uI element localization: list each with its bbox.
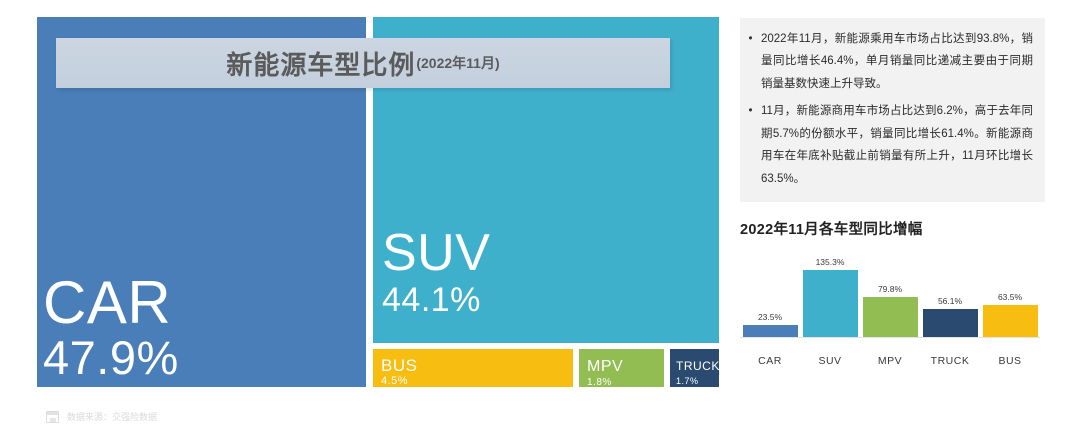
note-item: • 11月，新能源商用车市场占比达到6.2%，高于去年同期5.7%的份额水平，销… <box>746 100 1033 190</box>
bar-chart: 23.5% 135.3% 79.8% 56.1% 63.5% CAR SU <box>740 253 1040 373</box>
bar-column-bus[interactable]: 63.5% <box>980 257 1040 337</box>
bar-category-truck: TRUCK <box>930 354 970 367</box>
treemap-tile-suv-value: 44.1% <box>382 281 481 319</box>
treemap-tile-truck[interactable]: TRUCK 1.7% <box>667 346 722 390</box>
bullet-icon: • <box>748 33 753 45</box>
bar-category-mpv: MPV <box>877 354 903 367</box>
bar-rect-bus[interactable] <box>982 304 1038 337</box>
bar-chart-axis <box>740 336 1040 338</box>
bar-column-truck[interactable]: 56.1% <box>920 257 980 337</box>
treemap-title-banner: 新能源车型比例 (2022年11月) <box>56 38 670 88</box>
bar-value-car: 23.5% <box>757 311 783 322</box>
bar-chart-title: 2022年11月各车型同比增幅 <box>740 221 923 238</box>
note-text: 2022年11月，新能源乘用车市场占比达到93.8%，销量同比增长46.4%，单… <box>761 33 1033 90</box>
treemap-tile-mpv[interactable]: MPV 1.8% <box>576 346 667 390</box>
note-text: 11月，新能源商用车市场占比达到6.2%，高于去年同期5.7%的份额水平，销量同… <box>761 105 1033 185</box>
treemap-tile-truck-value: 1.7% <box>676 376 699 386</box>
bar-value-truck: 56.1% <box>937 295 963 306</box>
treemap-tile-car-label: CAR <box>43 269 172 336</box>
source-label: 数据来源：交强险数据 <box>67 412 158 422</box>
note-item: • 2022年11月，新能源乘用车市场占比达到93.8%，销量同比增长46.4%… <box>746 28 1033 95</box>
treemap-tile-truck-label: TRUCK <box>676 359 720 373</box>
bar-value-mpv: 79.8% <box>877 283 903 294</box>
bar-rect-truck[interactable] <box>922 308 978 337</box>
bar-value-suv: 135.3% <box>815 256 845 267</box>
bar-column-suv[interactable]: 135.3% <box>800 257 860 337</box>
bar-chart-categories: CAR SUV MPV TRUCK BUS <box>740 355 1040 367</box>
notes-box: • 2022年11月，新能源乘用车市场占比达到93.8%，销量同比增长46.4%… <box>740 18 1045 202</box>
bar-chart-bars: 23.5% 135.3% 79.8% 56.1% 63.5% <box>740 257 1040 337</box>
bar-category-suv: SUV <box>818 354 842 367</box>
treemap-tile-suv-label: SUV <box>382 224 491 282</box>
treemap-tile-mpv-value: 1.8% <box>587 377 612 388</box>
treemap-tile-bus-value: 4.5% <box>381 375 409 387</box>
calendar-icon <box>46 410 59 423</box>
bar-column-car[interactable]: 23.5% <box>740 257 800 337</box>
bar-rect-mpv[interactable] <box>862 296 918 337</box>
bar-category-bus: BUS <box>998 354 1022 367</box>
treemap-tile-mpv-label: MPV <box>587 358 624 375</box>
treemap-title-main: 新能源车型比例 <box>226 49 416 80</box>
bullet-icon: • <box>748 105 753 118</box>
bar-rect-car[interactable] <box>742 324 798 337</box>
bar-category-car: CAR <box>758 354 782 367</box>
treemap-title-period: (2022年11月) <box>416 55 500 71</box>
treemap-tile-bus-label: BUS <box>381 356 418 375</box>
treemap-tile-car-value: 47.9% <box>43 331 179 384</box>
right-panel: • 2022年11月，新能源乘用车市场占比达到93.8%，销量同比增长46.4%… <box>740 18 1045 418</box>
bar-rect-suv[interactable] <box>802 269 858 337</box>
bar-value-bus: 63.5% <box>997 291 1023 302</box>
source-footer: 数据来源：交强险数据 <box>46 410 157 423</box>
bar-column-mpv[interactable]: 79.8% <box>860 257 920 337</box>
treemap-tile-bus[interactable]: BUS 4.5% <box>370 346 576 390</box>
